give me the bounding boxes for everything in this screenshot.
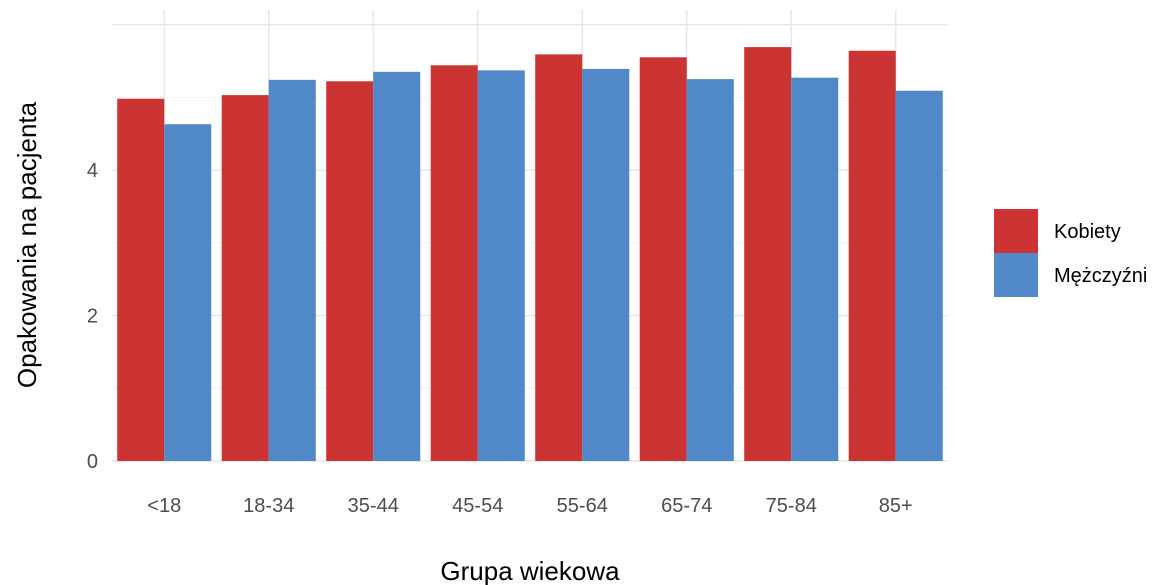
y-tick-label: 4	[87, 160, 98, 182]
bars	[117, 47, 943, 462]
bar-kobiety-4	[535, 54, 583, 461]
x-axis-ticks: <18 18-34 35-44 45-54 55-64 65-74 75-84 85+	[147, 495, 912, 517]
y-axis-ticks: 0 2 4	[87, 160, 98, 473]
bar-kobiety-1	[221, 95, 269, 461]
legend-label-kobiety: Kobiety	[1054, 221, 1121, 243]
x-tick-label: <18	[147, 495, 181, 517]
bar-kobiety-3	[430, 65, 478, 461]
legend-key-kobiety	[994, 209, 1038, 253]
bar-mezczyzni-3	[477, 70, 525, 462]
x-tick-label: 55-64	[557, 495, 608, 517]
legend-key-mezczyzni	[994, 253, 1038, 297]
bar-kobiety-0	[117, 98, 165, 461]
bar-mezczyzni-5	[686, 79, 734, 462]
bar-kobiety-7	[848, 50, 896, 462]
bar-kobiety-2	[326, 81, 374, 461]
x-tick-label: 45-54	[452, 495, 503, 517]
legend: Kobiety Mężczyźni	[994, 209, 1147, 297]
y-tick-label: 0	[87, 451, 98, 473]
x-tick-label: 18-34	[243, 495, 294, 517]
bar-mezczyzni-2	[373, 71, 421, 462]
x-tick-label: 85+	[879, 495, 913, 517]
legend-label-mezczyzni: Mężczyźni	[1054, 265, 1147, 287]
bar-kobiety-6	[744, 47, 792, 461]
x-tick-label: 35-44	[348, 495, 399, 517]
bar-kobiety-5	[639, 57, 687, 461]
x-axis-title: Grupa wiekowa	[440, 556, 620, 585]
y-tick-label: 2	[87, 306, 98, 328]
y-axis-title: Opakowania na pacjenta	[12, 101, 42, 388]
x-tick-label: 75-84	[766, 495, 817, 517]
bar-mezczyzni-7	[895, 90, 943, 462]
bar-mezczyzni-1	[268, 79, 316, 461]
bar-mezczyzni-4	[582, 68, 630, 462]
bar-mezczyzni-0	[164, 124, 212, 462]
x-tick-label: 65-74	[661, 495, 712, 517]
bar-mezczyzni-6	[791, 77, 839, 462]
